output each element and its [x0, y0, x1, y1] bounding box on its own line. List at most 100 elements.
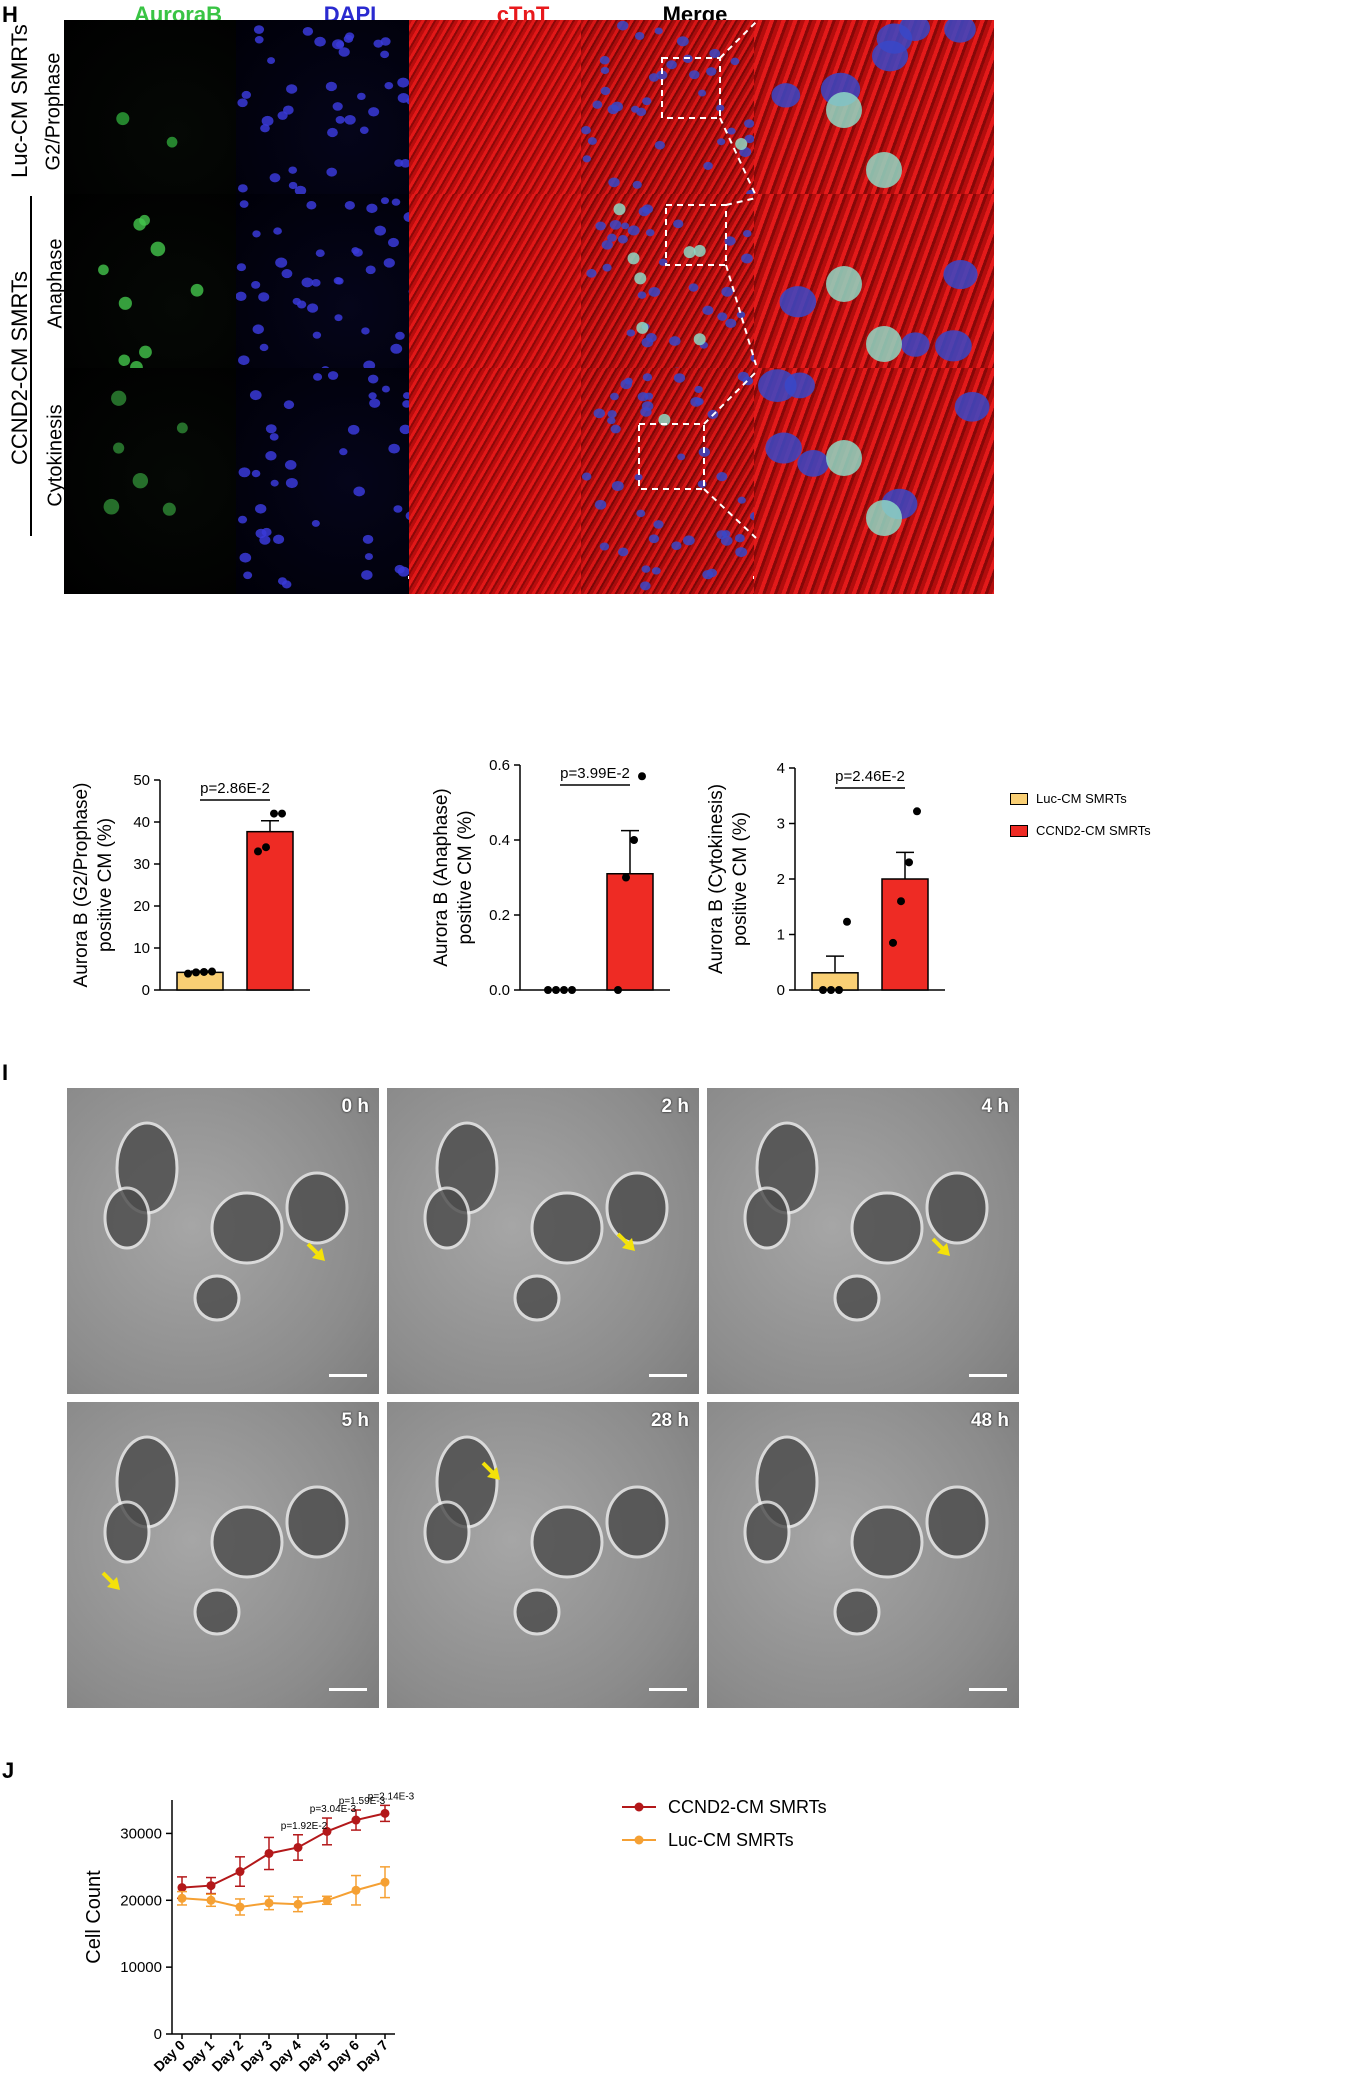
cell: [210, 1191, 284, 1265]
data-point: [192, 968, 200, 977]
x-tick-label: Day 1: [179, 2037, 217, 2075]
data-point: [905, 858, 913, 867]
data-point: [380, 1877, 390, 1887]
p-value-annotation: p=1.92E-2: [281, 1821, 328, 1832]
bar-luc: [176, 971, 224, 991]
data-point: [638, 772, 646, 781]
legend-item-luc: Luc-CM SMRTs: [1010, 791, 1127, 806]
legend-swatch-ccnd2: [1010, 824, 1028, 837]
zoom-connectors: [638, 21, 757, 539]
cell: [743, 1500, 791, 1564]
bar-chart-1: 0 10 20 30 40 50 Aurora B (G2/Prophase) positiv…: [71, 772, 310, 999]
data-point: [208, 967, 216, 976]
legend-item-ccnd2: CCND2-CM SMRTs: [1010, 823, 1151, 838]
legend-label-luc: Luc-CM SMRTs: [1036, 791, 1127, 806]
data-point: [552, 986, 560, 994]
bar-chart-3: 0 1 2 3 4 Aurora B (Cytokinesis) positive CM (…: [706, 760, 945, 999]
data-point: [889, 938, 897, 947]
bar-ccnd2: [606, 873, 654, 991]
data-point: [835, 986, 843, 994]
y-tick-label: 0: [142, 982, 150, 999]
data-point: [819, 986, 827, 994]
x-tick-label: Day 5: [295, 2037, 333, 2075]
bar-ccnd2: [246, 830, 294, 991]
data-point: [270, 809, 278, 818]
y-tick-label: 20000: [120, 1892, 162, 1909]
y-axis-label-line1: Aurora B (G2/Prophase): [71, 783, 92, 988]
arrow-head-icon: [487, 1467, 500, 1480]
y-axis-label-line2: positive CM (%): [730, 812, 751, 946]
data-point: [264, 1848, 274, 1858]
zoom-box-row3: [638, 423, 705, 490]
scale-bar: [969, 1688, 1007, 1691]
cell: [850, 1505, 924, 1579]
data-point: [235, 1867, 245, 1877]
cell: [605, 1485, 669, 1559]
arrow-head-icon: [312, 1248, 325, 1261]
cell: [285, 1171, 349, 1245]
y-tick-label: 30000: [120, 1825, 162, 1842]
cell: [925, 1485, 989, 1559]
y-tick-label: 10000: [120, 1959, 162, 1976]
legend-label-luc-line: Luc-CM SMRTs: [668, 1830, 794, 1850]
y-tick-label: 0.0: [489, 982, 510, 999]
data-point: [254, 847, 262, 856]
x-tick-label: Day 3: [237, 2037, 275, 2075]
data-point: [630, 836, 638, 844]
x-tick-label: Day 2: [208, 2037, 246, 2075]
timelapse-frame-3: 4 h: [707, 1088, 1019, 1394]
p-value-annotation: p=1.59E-3: [339, 1796, 386, 1807]
frame-cells-2: [423, 1121, 669, 1322]
cell: [530, 1191, 604, 1265]
data-point: [913, 807, 921, 816]
cell: [193, 1588, 241, 1636]
panel-letter-j: J: [2, 1758, 15, 1783]
y-tick-label: 0.2: [489, 907, 510, 924]
data-point: [293, 1899, 303, 1909]
p-value-label: p=2.86E-2: [200, 780, 270, 797]
cell: [513, 1274, 561, 1322]
data-point: [380, 1808, 390, 1818]
cells-zoom-row1: [771, 20, 976, 188]
cell: [103, 1500, 151, 1564]
series-line: [181, 1881, 386, 1908]
p-value-annotation: p=2.14E-3: [368, 1791, 415, 1802]
bar-chart-2: 0.0 0.2 0.4 0.6 Aurora B (Anaphase) positive …: [431, 757, 670, 999]
x-tick-label: Day 4: [266, 2037, 304, 2075]
frame-cells-3: [743, 1121, 989, 1322]
y-tick-label: 0.4: [489, 832, 510, 849]
cell: [513, 1588, 561, 1636]
y-axis-label: Aurora B (Cytokinesis) positive CM (%): [706, 784, 751, 974]
x-tick-label: Day 6: [324, 2037, 362, 2075]
timelapse-frame-5: 28 h: [387, 1402, 699, 1708]
y-axis-label: Aurora B (Anaphase) positive CM (%): [431, 788, 476, 967]
p-value-label: p=3.99E-2: [560, 765, 630, 782]
scale-bar: [969, 1374, 1007, 1377]
cell: [925, 1171, 989, 1245]
scale-bar: [649, 1374, 687, 1377]
data-point: [262, 843, 270, 852]
cell: [423, 1186, 471, 1250]
y-tick-label: 50: [133, 772, 150, 789]
scale-bar: [329, 1374, 367, 1377]
scale-bar: [329, 1688, 367, 1691]
timelapse-frame-6: 48 h: [707, 1402, 1019, 1708]
y-tick-label: 20: [133, 898, 150, 915]
data-point: [206, 1895, 216, 1905]
cell: [605, 1171, 669, 1245]
y-tick-label: 4: [777, 760, 785, 777]
panel-letter-i: I: [2, 1060, 9, 1085]
legend-label-ccnd2-line: CCND2-CM SMRTs: [668, 1797, 827, 1817]
cell: [285, 1485, 349, 1559]
data-point: [351, 1815, 361, 1825]
y-tick-label: 40: [133, 814, 150, 831]
cell: [743, 1186, 791, 1250]
zoom-box-row1: [661, 57, 721, 119]
y-tick-label: 3: [777, 816, 785, 833]
panel-letter-h: H: [2, 2, 18, 27]
legend-label-ccnd2: CCND2-CM SMRTs: [1036, 823, 1151, 838]
legend-line-marks: [622, 1802, 656, 1845]
y-axis-label: Cell Count: [83, 1870, 105, 1964]
x-tick-label: Day 7: [353, 2037, 391, 2075]
